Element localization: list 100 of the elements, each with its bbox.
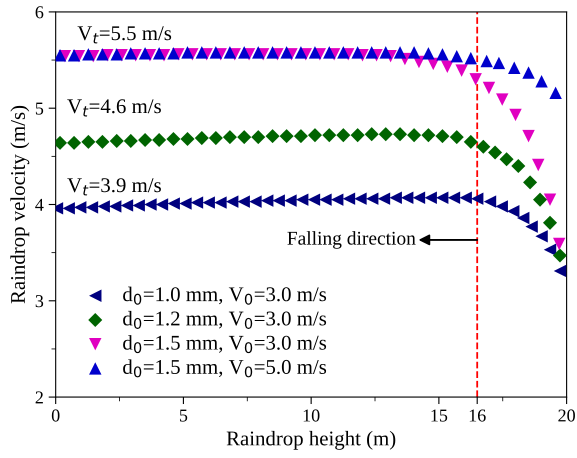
point xyxy=(464,134,478,149)
point xyxy=(280,129,294,144)
point xyxy=(202,196,215,209)
point xyxy=(412,192,426,204)
point xyxy=(237,195,250,208)
point xyxy=(365,46,378,59)
point xyxy=(380,46,392,59)
point xyxy=(181,46,194,59)
x-tick-label: 5 xyxy=(180,410,188,422)
point xyxy=(237,130,252,144)
point xyxy=(280,46,293,59)
point xyxy=(294,46,308,59)
point xyxy=(532,158,544,172)
point xyxy=(496,93,508,106)
point xyxy=(266,129,280,144)
point xyxy=(294,129,308,144)
point xyxy=(535,75,548,88)
point xyxy=(224,46,236,59)
point xyxy=(272,194,285,207)
point xyxy=(124,134,138,148)
point xyxy=(351,46,364,59)
point xyxy=(488,145,502,160)
annotation: V$_{t}$=4.6 m/s xyxy=(67,99,161,116)
point xyxy=(152,132,166,148)
point xyxy=(535,230,548,242)
point xyxy=(166,132,180,146)
legend-label: d$_{0}$=1.5 mm, V$_{0}$=5.0 m/s xyxy=(123,359,326,378)
point xyxy=(522,130,535,142)
point xyxy=(435,129,450,144)
point xyxy=(190,196,204,209)
point xyxy=(308,46,322,59)
point xyxy=(68,49,80,62)
point xyxy=(249,195,262,208)
point xyxy=(252,46,264,59)
point xyxy=(124,47,137,60)
point xyxy=(266,46,279,59)
point xyxy=(516,212,530,224)
y-tick-label: 4 xyxy=(35,198,44,211)
point xyxy=(342,192,356,205)
point xyxy=(67,136,82,150)
annotation: V$_{t}$=5.5 m/s xyxy=(77,26,172,44)
point xyxy=(82,48,95,60)
point xyxy=(421,128,436,142)
point xyxy=(522,66,535,79)
point xyxy=(322,128,336,142)
point xyxy=(364,127,379,142)
point xyxy=(284,194,297,207)
point xyxy=(296,193,308,206)
point xyxy=(120,199,134,212)
point xyxy=(167,47,180,60)
point xyxy=(308,193,320,206)
point xyxy=(549,86,562,100)
point xyxy=(464,52,478,64)
y-tick-label: 5 xyxy=(36,102,44,115)
point xyxy=(552,238,566,250)
point xyxy=(393,127,408,142)
point xyxy=(476,140,490,154)
y-tick-label: 2 xyxy=(36,391,43,404)
point xyxy=(450,50,463,62)
point xyxy=(138,132,152,148)
point xyxy=(459,192,472,204)
point xyxy=(525,220,538,233)
point xyxy=(422,47,435,60)
point xyxy=(378,192,390,205)
point xyxy=(222,130,237,144)
point xyxy=(480,54,493,68)
point xyxy=(469,73,482,86)
point xyxy=(95,134,110,149)
point xyxy=(108,200,122,213)
point xyxy=(533,192,548,207)
point xyxy=(110,134,124,148)
point xyxy=(436,48,449,60)
x-tick-label: 15 xyxy=(431,410,448,422)
point xyxy=(152,47,166,60)
point xyxy=(400,192,414,204)
point xyxy=(214,196,227,209)
point xyxy=(508,62,520,74)
point xyxy=(408,46,420,59)
x-tick-label: 20 xyxy=(558,409,575,422)
point xyxy=(424,192,437,204)
point xyxy=(450,130,464,144)
point xyxy=(552,248,567,263)
x-axis-title: Raindrop height (m) xyxy=(226,430,396,450)
point xyxy=(378,127,393,142)
x-tick-label: 16 xyxy=(470,409,486,422)
point xyxy=(496,200,508,213)
point xyxy=(81,134,96,149)
y-tick-label: 3 xyxy=(36,295,44,308)
point xyxy=(238,46,250,59)
point xyxy=(208,131,223,146)
point xyxy=(337,46,350,59)
point xyxy=(407,128,422,142)
point xyxy=(156,198,168,211)
y-tick-label: 6 xyxy=(36,6,44,18)
point xyxy=(484,195,496,208)
annotation: Falling direction xyxy=(287,231,416,249)
point xyxy=(260,194,274,207)
x-tick-label: 10 xyxy=(304,409,320,422)
point xyxy=(96,48,109,60)
point xyxy=(366,192,378,205)
